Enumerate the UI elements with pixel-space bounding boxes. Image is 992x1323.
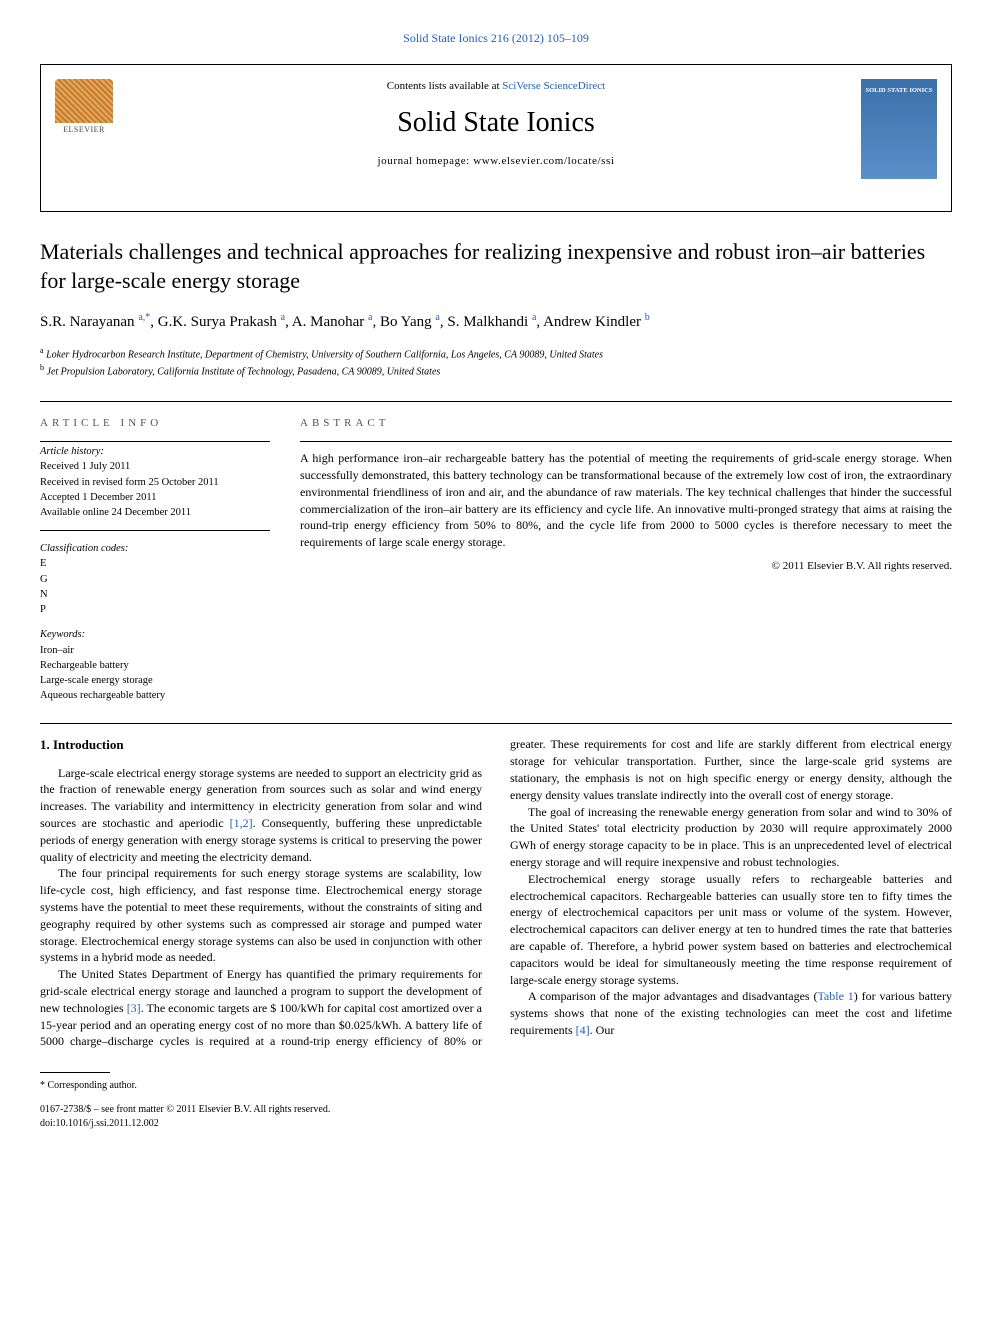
journal-cover-title: SOLID STATE IONICS [865,87,933,96]
keyword: Aqueous rechargeable battery [40,688,270,703]
publisher-name: ELSEVIER [55,125,113,136]
issn-line: 0167-2738/$ – see front matter © 2011 El… [40,1103,496,1117]
info-divider [40,441,270,442]
article-info-label: article info [40,416,270,431]
front-matter: 0167-2738/$ – see front matter © 2011 El… [40,1103,496,1131]
page-footer: * Corresponding author. 0167-2738/$ – se… [40,1072,952,1131]
contents-available-line: Contents lists available at SciVerse Sci… [59,79,933,94]
info-inner-divider [40,530,270,531]
citation-link[interactable]: [1,2] [230,816,253,830]
footnote-divider [40,1072,110,1073]
author: , Andrew Kindler [536,314,644,330]
journal-citation: Solid State Ionics 216 (2012) 105–109 [40,30,952,46]
section-heading-introduction: 1. Introduction [40,736,482,754]
history-heading: Article history: [40,444,270,459]
citation-link[interactable]: [4] [576,1023,590,1037]
corresponding-author-note: * Corresponding author. [40,1079,496,1093]
abstract-column: abstract A high performance iron–air rec… [300,416,952,703]
classification-heading: Classification codes: [40,541,270,556]
classification-code: P [40,602,270,617]
history-line: Accepted 1 December 2011 [40,490,270,505]
journal-cover-thumbnail: SOLID STATE IONICS [861,79,937,179]
abstract-copyright: © 2011 Elsevier B.V. All rights reserved… [300,559,952,574]
keyword: Large-scale energy storage [40,673,270,688]
affiliation-b: b Jet Propulsion Laboratory, California … [40,362,952,379]
journal-name: Solid State Ionics [59,104,933,142]
journal-header: ELSEVIER SOLID STATE IONICS Contents lis… [40,64,952,212]
abstract-text: A high performance iron–air rechargeable… [300,450,952,551]
abstract-label: abstract [300,416,952,431]
affiliation-a: a Loker Hydrocarbon Research Institute, … [40,345,952,362]
author: S.R. Narayanan [40,314,138,330]
author: , Bo Yang [372,314,435,330]
keyword: Iron–air [40,643,270,658]
history-line: Received 1 July 2011 [40,459,270,474]
history-line: Received in revised form 25 October 2011 [40,475,270,490]
body-paragraph: Large-scale electrical energy storage sy… [40,765,482,866]
body-paragraph: A comparison of the major advantages and… [510,988,952,1038]
author: , G.K. Surya Prakash [150,314,280,330]
article-body: 1. Introduction Large-scale electrical e… [40,736,952,1050]
affiliations: a Loker Hydrocarbon Research Institute, … [40,345,952,380]
citation-link[interactable]: [3] [127,1001,141,1015]
journal-homepage-url[interactable]: www.elsevier.com/locate/ssi [473,155,614,167]
journal-citation-text[interactable]: Solid State Ionics 216 (2012) 105–109 [403,31,589,45]
classification-code: E [40,556,270,571]
history-line: Available online 24 December 2011 [40,505,270,520]
author: , A. Manohar [285,314,368,330]
article-info-column: article info Article history: Received 1… [40,416,270,703]
authors-line: S.R. Narayanan a,*, G.K. Surya Prakash a… [40,311,952,332]
keywords-heading: Keywords: [40,627,270,642]
publisher-logo: ELSEVIER [55,79,113,143]
article-title: Materials challenges and technical appro… [40,238,952,295]
classification-code: N [40,587,270,602]
keyword: Rechargeable battery [40,658,270,673]
sciencedirect-link[interactable]: SciVerse ScienceDirect [502,80,605,92]
section-divider [40,401,952,402]
classification-code: G [40,572,270,587]
journal-homepage-line: journal homepage: www.elsevier.com/locat… [59,154,933,169]
body-paragraph: The goal of increasing the renewable ene… [510,804,952,871]
body-paragraph: The four principal requirements for such… [40,865,482,966]
section-divider [40,723,952,724]
doi-line: doi:10.1016/j.ssi.2011.12.002 [40,1117,496,1131]
elsevier-tree-icon [55,79,113,123]
author: , S. Malkhandi [440,314,532,330]
abstract-divider [300,441,952,442]
table-link[interactable]: Table 1 [817,989,853,1003]
body-paragraph: Electrochemical energy storage usually r… [510,871,952,989]
